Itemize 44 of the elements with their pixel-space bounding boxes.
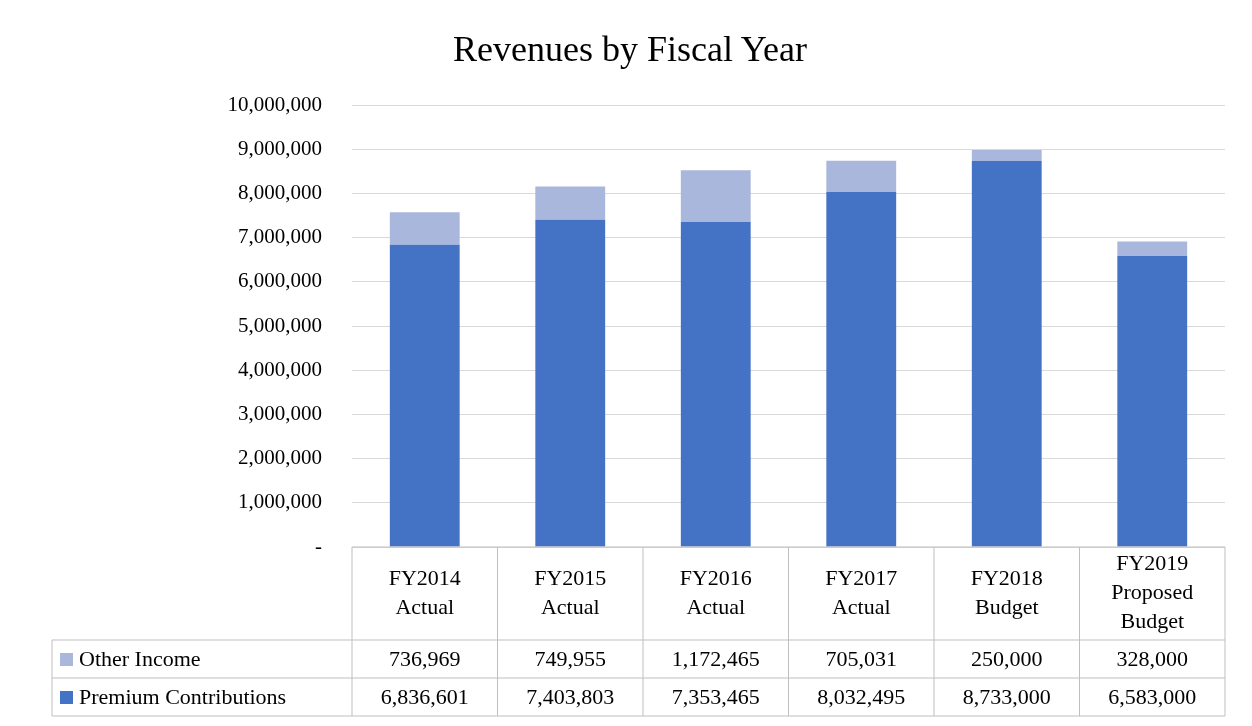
x-tick-label: FY2018 Budget xyxy=(970,564,1043,619)
y-tick-label: 9,000,000 xyxy=(238,135,322,160)
x-tick-label: FY2019 Proposed Budget xyxy=(1111,550,1194,634)
data-label: 6,583,000 xyxy=(1108,683,1197,709)
y-tick-label: 7,000,000 xyxy=(238,224,322,249)
x-tick-label: FY2016 Actual xyxy=(679,564,752,619)
data-label: 705,031 xyxy=(825,645,897,671)
data-label: 250,000 xyxy=(971,645,1043,671)
bar xyxy=(680,170,751,222)
bar xyxy=(535,186,606,220)
y-tick-label: 5,000,000 xyxy=(238,312,322,337)
y-tick-label: 4,000,000 xyxy=(238,356,322,381)
y-tick-label: - xyxy=(315,533,322,558)
data-label: 6,836,601 xyxy=(380,683,469,709)
data-label: 7,403,803 xyxy=(526,683,615,709)
x-tick-label: FY2015 Actual xyxy=(534,564,607,619)
bar xyxy=(389,244,460,547)
y-tick-label: 6,000,000 xyxy=(238,268,322,293)
bar xyxy=(826,160,897,192)
data-label: 1,172,465 xyxy=(671,645,760,671)
bar xyxy=(971,149,1042,161)
bar xyxy=(971,161,1042,547)
y-tick-label: 8,000,000 xyxy=(238,179,322,204)
data-label: 736,969 xyxy=(389,645,461,671)
bar xyxy=(680,221,751,547)
bar xyxy=(1117,241,1188,257)
bar xyxy=(826,191,897,547)
y-tick-label: 1,000,000 xyxy=(238,489,322,514)
bar xyxy=(1117,256,1188,547)
y-tick-label: 2,000,000 xyxy=(238,445,322,470)
data-label: 328,000 xyxy=(1116,645,1188,671)
data-label: 749,955 xyxy=(534,645,606,671)
x-tick-label: FY2014 Actual xyxy=(388,564,461,619)
legend-label: Other Income xyxy=(79,645,201,671)
bar xyxy=(389,212,460,245)
y-tick-label: 3,000,000 xyxy=(238,400,322,425)
bar xyxy=(535,219,606,547)
legend-label: Premium Contributions xyxy=(79,683,287,709)
x-tick-label: FY2017 Actual xyxy=(825,564,898,619)
data-label: 7,353,465 xyxy=(671,683,760,709)
data-label: 8,032,495 xyxy=(817,683,906,709)
y-tick-label: 10,000,000 xyxy=(227,91,322,116)
data-label: 8,733,000 xyxy=(962,683,1051,709)
chart-title: Revenues by Fiscal Year xyxy=(453,29,807,70)
